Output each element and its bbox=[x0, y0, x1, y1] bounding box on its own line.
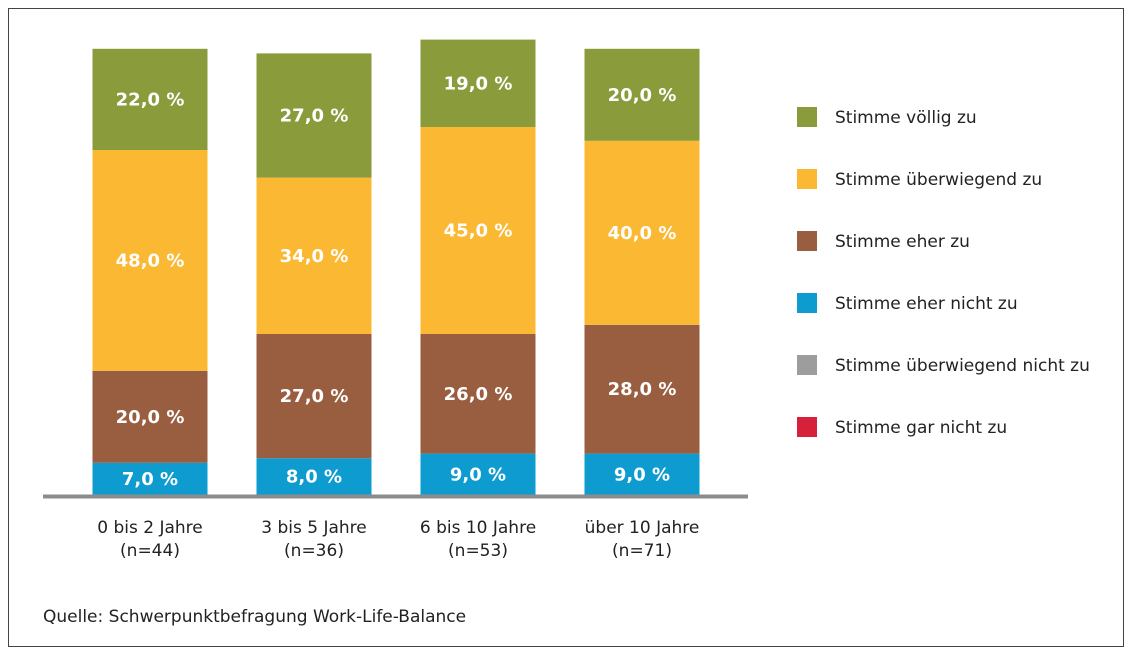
value-label: 8,0 % bbox=[286, 467, 342, 488]
value-label: 28,0 % bbox=[608, 379, 677, 400]
bar-segment bbox=[256, 177, 372, 334]
bar-segment bbox=[92, 48, 208, 150]
legend-swatch bbox=[797, 231, 817, 251]
bar-segment bbox=[92, 150, 208, 371]
legend-swatch bbox=[797, 355, 817, 375]
value-label: 45,0 % bbox=[444, 221, 513, 242]
frame bbox=[8, 8, 1124, 647]
legend-label: Stimme überwiegend nicht zu bbox=[835, 356, 1090, 376]
x-tick-label: (n=44) bbox=[120, 541, 180, 561]
bar-segment bbox=[256, 334, 372, 459]
value-label: 48,0 % bbox=[116, 250, 185, 271]
value-label: 27,0 % bbox=[280, 106, 349, 127]
bar-segment bbox=[92, 370, 208, 463]
value-label: 34,0 % bbox=[280, 246, 349, 267]
value-label: 22,0 % bbox=[116, 89, 185, 110]
bar-segment bbox=[420, 127, 536, 334]
value-label: 20,0 % bbox=[116, 407, 185, 428]
x-tick-label: 6 bis 10 Jahre bbox=[420, 518, 536, 538]
x-tick-label: (n=36) bbox=[284, 541, 344, 561]
bar-segment bbox=[256, 53, 372, 178]
x-tick-label: 3 bis 5 Jahre bbox=[261, 518, 367, 538]
bar-segment bbox=[584, 324, 700, 454]
value-label: 40,0 % bbox=[608, 223, 677, 244]
value-label: 9,0 % bbox=[450, 464, 506, 485]
bar-segment bbox=[584, 140, 700, 325]
x-tick-label: über 10 Jahre bbox=[585, 518, 700, 538]
bar-segment bbox=[420, 39, 536, 127]
legend-label: Stimme überwiegend zu bbox=[835, 170, 1042, 190]
bar-segment bbox=[584, 453, 700, 495]
legend-swatch bbox=[797, 107, 817, 127]
bar-segment bbox=[420, 453, 536, 495]
source-note: Quelle: Schwerpunktbefragung Work-Life-B… bbox=[43, 607, 466, 627]
bar-segment bbox=[256, 458, 372, 495]
value-label: 7,0 % bbox=[122, 469, 178, 490]
x-tick-label: (n=53) bbox=[448, 541, 508, 561]
bar-segment bbox=[420, 334, 536, 454]
legend-label: Stimme eher zu bbox=[835, 232, 970, 252]
legend-label: Stimme völlig zu bbox=[835, 108, 977, 128]
bar-segment bbox=[584, 48, 700, 141]
x-tick-label: 0 bis 2 Jahre bbox=[97, 518, 203, 538]
value-label: 27,0 % bbox=[280, 386, 349, 407]
x-tick-label: (n=71) bbox=[612, 541, 672, 561]
value-label: 26,0 % bbox=[444, 384, 513, 405]
value-label: 9,0 % bbox=[614, 464, 670, 485]
legend-swatch bbox=[797, 293, 817, 313]
legend-swatch bbox=[797, 169, 817, 189]
legend-label: Stimme eher nicht zu bbox=[835, 294, 1018, 314]
bar-segment bbox=[92, 462, 208, 495]
legend-label: Stimme gar nicht zu bbox=[835, 418, 1007, 438]
value-label: 20,0 % bbox=[608, 85, 677, 106]
legend-swatch bbox=[797, 417, 817, 437]
value-label: 19,0 % bbox=[444, 73, 513, 94]
